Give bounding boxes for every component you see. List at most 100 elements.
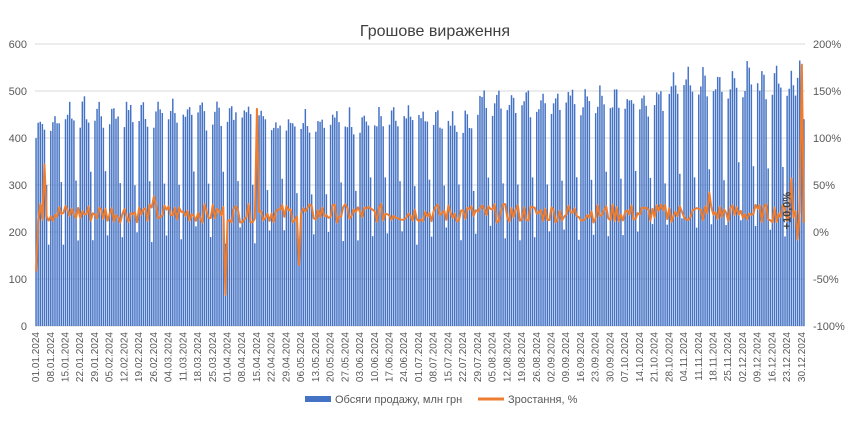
bar	[639, 109, 641, 326]
bar	[256, 130, 258, 326]
bar	[582, 107, 584, 326]
bar	[601, 95, 603, 327]
bar	[163, 183, 166, 326]
bar	[222, 171, 225, 326]
bar	[161, 112, 164, 326]
bar	[719, 77, 721, 326]
bar	[647, 116, 650, 327]
bar	[350, 127, 353, 327]
bar	[456, 131, 458, 326]
bar	[670, 86, 673, 327]
bar	[449, 125, 452, 327]
bar	[319, 121, 321, 326]
bar	[148, 181, 151, 326]
bar	[487, 177, 490, 326]
bar	[493, 103, 496, 326]
bar	[546, 184, 549, 326]
bar	[761, 71, 763, 326]
bar	[712, 91, 715, 326]
bar	[453, 125, 456, 327]
bar	[554, 98, 557, 327]
bar	[763, 74, 765, 326]
bar	[599, 85, 601, 326]
bar	[571, 89, 574, 326]
x-tick-label: 25.11.2024	[723, 332, 734, 382]
bar	[536, 111, 538, 326]
bar	[592, 234, 595, 326]
bar	[721, 91, 723, 326]
bar	[548, 231, 551, 326]
y-right-tick-label: 200%	[813, 39, 841, 51]
bar	[624, 108, 626, 327]
y-left-tick-label: 200	[9, 227, 27, 239]
y-right-tick-label: 50%	[813, 180, 835, 192]
bar	[613, 89, 616, 326]
bar	[134, 185, 136, 326]
x-tick-label: 04.03.2024	[164, 332, 175, 382]
bar	[704, 75, 706, 327]
bar	[184, 116, 187, 327]
bar	[498, 90, 500, 326]
bar	[561, 180, 563, 326]
bar	[60, 182, 63, 326]
bar	[87, 122, 90, 326]
bar	[496, 94, 498, 326]
bar	[432, 124, 435, 326]
bar	[771, 94, 774, 326]
bar	[502, 183, 504, 326]
y-left-tick-label: 300	[9, 180, 27, 192]
bar	[744, 90, 746, 326]
bar	[270, 130, 273, 326]
x-tick-label: 02.12.2024	[738, 332, 749, 382]
bar	[197, 112, 199, 327]
bar	[445, 227, 448, 326]
bar	[73, 120, 75, 326]
x-tick-label: 15.01.2024	[61, 332, 72, 382]
bar	[264, 119, 267, 326]
bar	[321, 119, 323, 326]
bar	[323, 127, 326, 326]
x-tick-label: 08.01.2024	[46, 332, 57, 382]
bar	[685, 79, 687, 326]
bar	[355, 190, 357, 326]
bar	[190, 114, 193, 326]
bar	[344, 126, 347, 326]
bar	[58, 123, 60, 327]
y-left-tick-label: 400	[9, 133, 27, 145]
bar	[395, 120, 397, 326]
y-left-tick-label: 500	[9, 86, 27, 98]
legend-swatch-bar	[305, 396, 331, 402]
bar	[679, 173, 681, 326]
bar	[64, 119, 67, 327]
x-tick-label: 01.04.2024	[223, 332, 234, 382]
x-tick-label: 14.10.2024	[635, 332, 646, 382]
bar	[723, 180, 725, 326]
x-tick-label: 10.06.2024	[370, 332, 381, 382]
bar	[182, 114, 185, 326]
bar	[327, 231, 330, 326]
bar	[151, 242, 153, 326]
x-tick-label: 21.10.2024	[650, 332, 661, 382]
bar	[245, 112, 248, 326]
bar	[676, 93, 679, 326]
x-tick-label: 23.09.2024	[591, 332, 602, 382]
bar	[411, 120, 414, 326]
bar	[611, 107, 614, 326]
bar	[700, 86, 702, 327]
x-tick-label: 12.08.2024	[502, 332, 513, 382]
bar	[441, 128, 443, 326]
bar	[123, 127, 126, 326]
legend-label-bar: Обсяги продажу, млн грн	[335, 394, 462, 406]
bar	[266, 190, 269, 326]
bar	[672, 72, 675, 327]
bar	[71, 118, 73, 327]
bar	[557, 93, 559, 326]
bar	[485, 107, 488, 326]
x-tick-label: 29.07.2024	[473, 332, 484, 382]
bar	[399, 181, 401, 326]
bar	[479, 95, 481, 326]
bar	[47, 244, 50, 326]
bar	[756, 83, 759, 326]
y-right-tick-label: 100%	[813, 133, 841, 145]
bar	[43, 129, 46, 326]
